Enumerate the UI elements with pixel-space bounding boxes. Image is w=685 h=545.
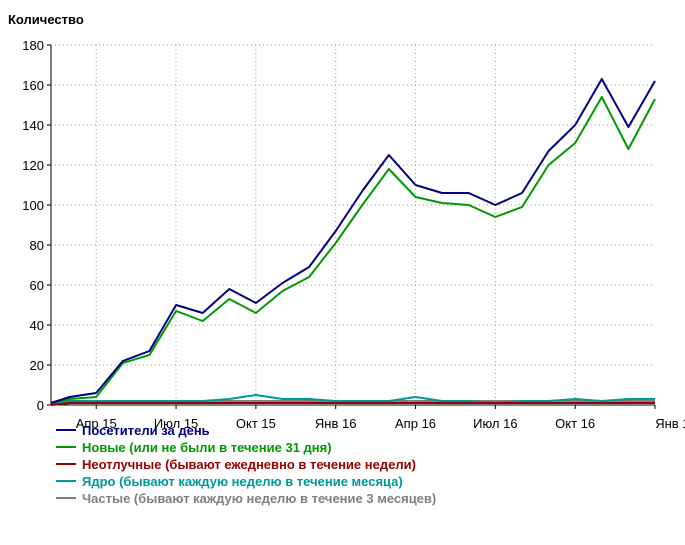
series-line <box>50 96 656 404</box>
y-tick-label: 160 <box>22 78 44 93</box>
series-line <box>50 394 655 406</box>
legend-label: Неотлучные (бывают ежедневно в течение н… <box>82 457 416 472</box>
y-tick-label: 120 <box>22 158 44 173</box>
grid <box>51 44 655 405</box>
x-tick-label: Окт 16 <box>555 416 595 431</box>
y-tick-label: 40 <box>30 318 44 333</box>
y-tick-label: 100 <box>22 198 44 213</box>
y-tick-label: 60 <box>30 278 44 293</box>
axes: 0 20 40 60 80 100 120 140 160 180 Апр 15 Июл 15 Окт … <box>22 38 685 431</box>
x-tick-label: Окт 15 <box>236 416 276 431</box>
y-tick-label: 80 <box>30 238 44 253</box>
x-tick-label: Апр 15 <box>76 416 117 431</box>
x-tick-label: Июл 15 <box>154 416 198 431</box>
series-lines <box>50 78 656 406</box>
legend-label: Ядро (бывают каждую неделю в течение мес… <box>82 474 403 489</box>
legend: Посетители за день Новые (или не были в т… <box>56 423 436 506</box>
y-axis-title: Количество <box>8 12 84 27</box>
y-tick-label: 140 <box>22 118 44 133</box>
series-line <box>50 402 655 406</box>
x-tick-label: Янв 17 <box>655 416 685 431</box>
legend-label: Посетители за день <box>82 423 210 438</box>
legend-label: Новые (или не были в течение 31 дня) <box>82 440 332 455</box>
x-tick-label: Апр 16 <box>395 416 436 431</box>
legend-label: Частые (бывают каждую неделю в течение 3… <box>82 491 436 506</box>
x-tick-label: Янв 16 <box>315 416 357 431</box>
x-tick-label: Июл 16 <box>473 416 517 431</box>
y-tick-label: 20 <box>30 358 44 373</box>
y-tick-label: 180 <box>22 38 44 53</box>
series-line <box>50 78 656 404</box>
y-tick-label: 0 <box>37 398 44 413</box>
